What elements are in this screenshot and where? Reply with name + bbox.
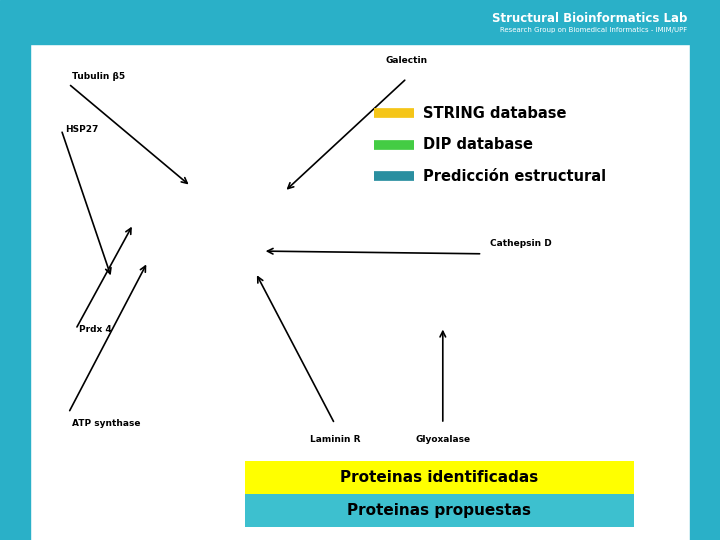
Text: DIP database: DIP database xyxy=(423,137,533,152)
Bar xyxy=(245,461,634,495)
Text: HSP27: HSP27 xyxy=(65,125,98,134)
Bar xyxy=(690,0,720,540)
Text: STRING database: STRING database xyxy=(423,106,566,121)
Text: Proteinas identificadas: Proteinas identificadas xyxy=(340,470,539,485)
Text: Tubulin β5: Tubulin β5 xyxy=(72,72,125,81)
Text: ATP synthase: ATP synthase xyxy=(72,418,140,428)
Text: Cathepsin D: Cathepsin D xyxy=(490,239,552,248)
Bar xyxy=(245,494,634,527)
Text: Galectin: Galectin xyxy=(386,56,428,65)
Text: Glyoxalase: Glyoxalase xyxy=(415,435,470,444)
Text: Predicción estructural: Predicción estructural xyxy=(423,168,606,184)
Text: Laminin R: Laminin R xyxy=(310,435,360,444)
Text: Structural Bioinformatics Lab: Structural Bioinformatics Lab xyxy=(492,12,688,25)
Bar xyxy=(0,0,30,540)
Text: Proteinas propuestas: Proteinas propuestas xyxy=(347,503,531,518)
Bar xyxy=(30,0,690,44)
Text: Research Group on Biomedical Informatics - IMIM/UPF: Research Group on Biomedical Informatics… xyxy=(500,27,688,33)
Text: Prdx 4: Prdx 4 xyxy=(79,325,112,334)
